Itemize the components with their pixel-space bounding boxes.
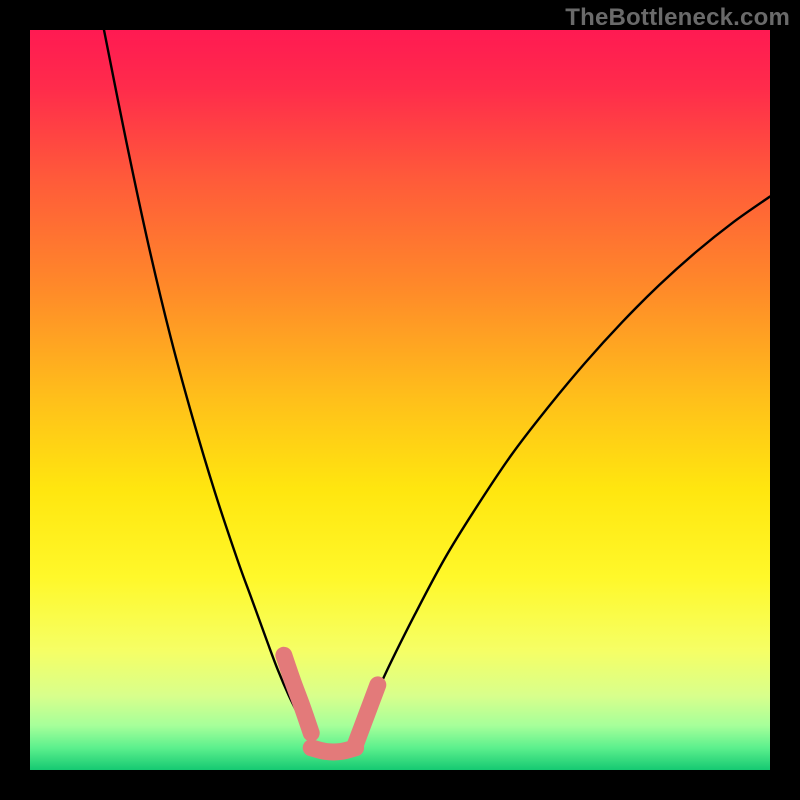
gradient-background xyxy=(30,30,770,770)
plot-svg xyxy=(30,30,770,770)
watermark-text: TheBottleneck.com xyxy=(565,4,790,32)
chart-frame: TheBottleneck.com xyxy=(0,0,800,800)
plot-area xyxy=(30,30,770,770)
